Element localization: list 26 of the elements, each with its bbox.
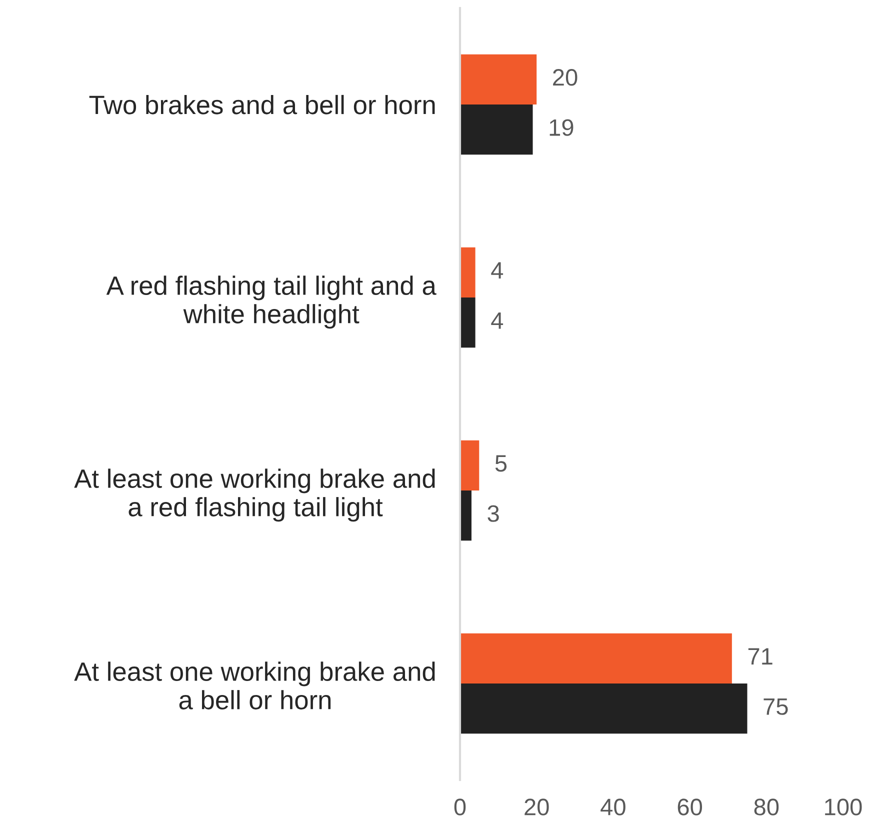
x-tick-label: 100 [825,798,862,816]
y-tick-label: At least one working brake and a bell or horn [74,662,435,710]
data-label: 75 [764,698,788,715]
bar [460,684,748,734]
y-tick-label: A red flashing tail light and a white headlight [106,276,436,329]
bar [460,247,476,298]
bar [460,633,732,684]
bar [460,104,533,155]
x-tick-label: 40 [600,798,626,816]
data-label: 19 [550,119,574,136]
data-label: 3 [488,505,499,522]
bar [460,490,472,541]
y-tick-label: At least one working brake and a red flashing tail light [74,468,435,522]
data-label: 4 [491,262,504,279]
x-tick-label: 0 [454,798,466,816]
x-tick-label: 20 [524,798,549,816]
bar [460,54,537,104]
x-tick-label: 80 [754,798,779,816]
data-label: 4 [491,312,504,329]
x-tick-label: 60 [678,798,702,816]
y-tick-label: Two brakes and a bell or horn [89,94,435,114]
data-label: 71 [748,648,772,665]
data-label: 20 [553,69,578,86]
bar [460,298,476,348]
bar [460,440,480,490]
data-label: 5 [495,455,507,472]
